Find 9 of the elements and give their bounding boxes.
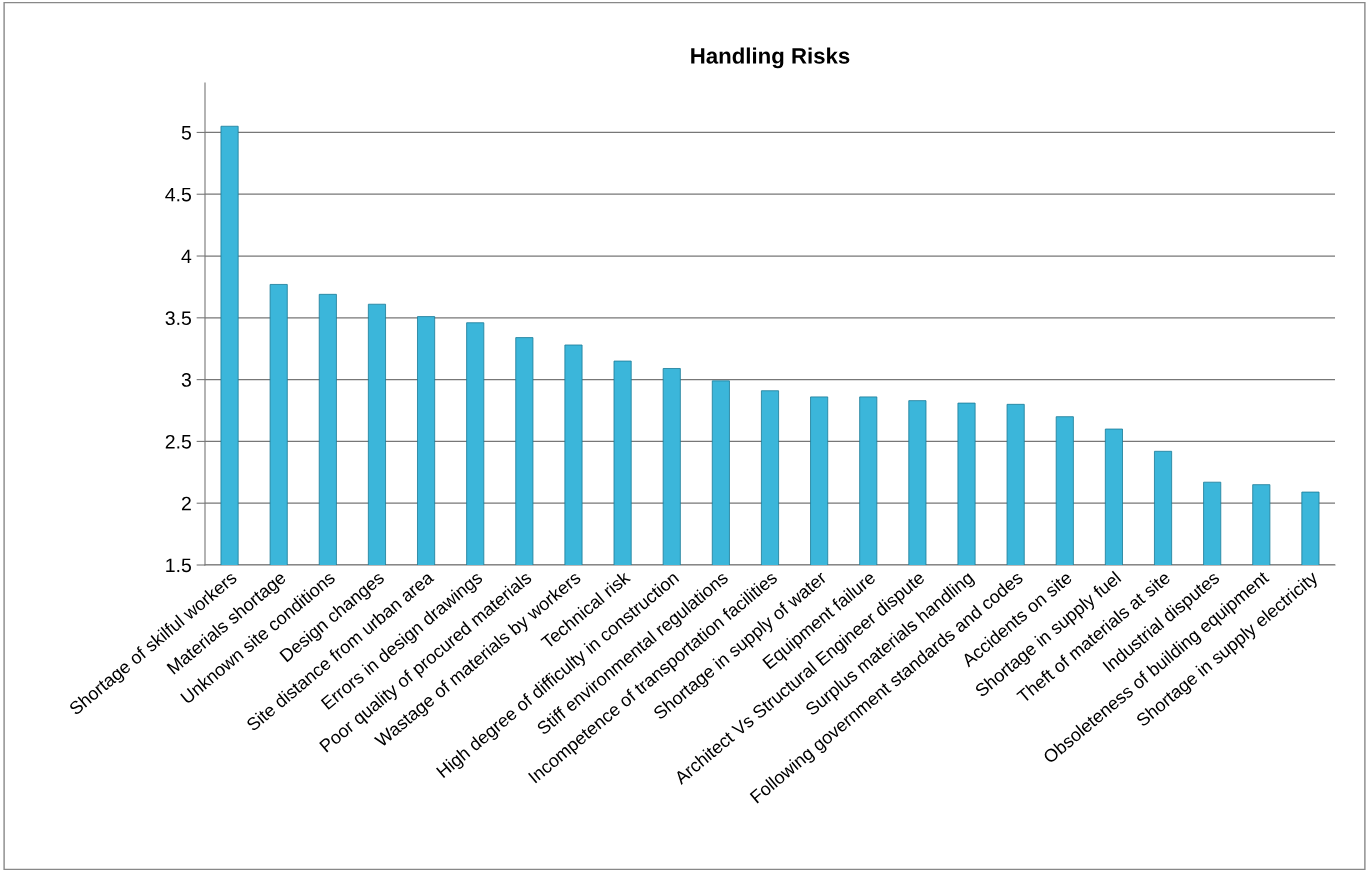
y-tick-label: 4.5 xyxy=(165,187,191,202)
y-tick-label: 5 xyxy=(181,126,191,140)
chart-title: Handling Risks xyxy=(691,47,850,69)
y-tick-label: 1.5 xyxy=(166,558,191,573)
y-tick-label: 3.5 xyxy=(165,311,191,326)
y-tick-label: 4 xyxy=(181,249,192,264)
y-tick-label: 3 xyxy=(181,373,191,387)
y-tick-label: 2.5 xyxy=(165,434,191,449)
y-tick-label: 2 xyxy=(181,496,191,511)
